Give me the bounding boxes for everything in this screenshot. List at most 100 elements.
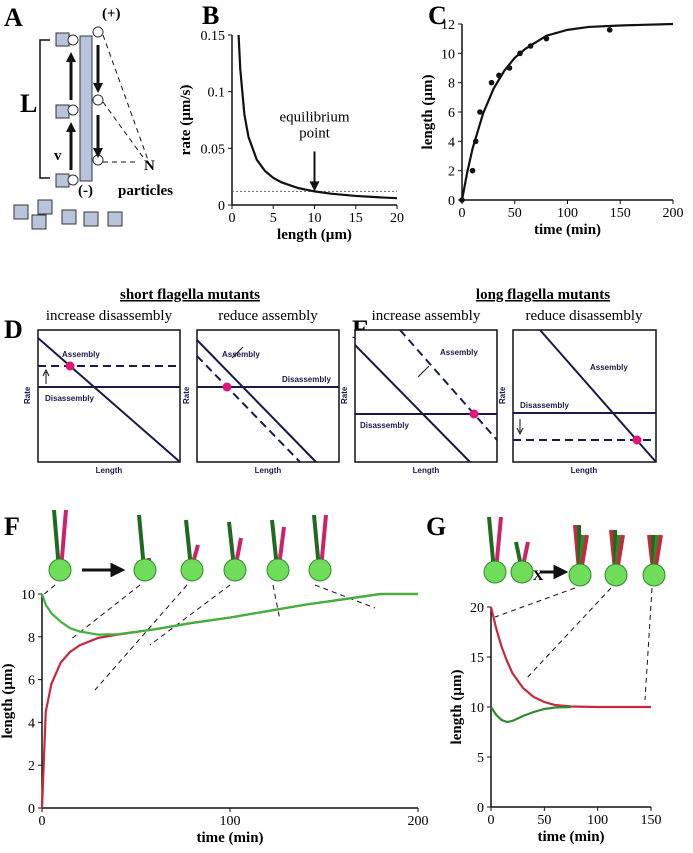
arrowheads bbox=[66, 52, 103, 158]
x-tick-label: 0 bbox=[459, 206, 466, 221]
shift-arrow bbox=[516, 419, 524, 436]
x-label: Length bbox=[96, 466, 123, 475]
disassembly-label: Disassembly bbox=[360, 421, 409, 430]
cell bbox=[133, 558, 157, 582]
subtitle: increase disassembly bbox=[46, 308, 173, 324]
flagellum bbox=[227, 521, 236, 561]
plot-box bbox=[196, 329, 340, 463]
assembly-label: Assembly bbox=[222, 350, 260, 359]
particle bbox=[92, 94, 104, 106]
particle bbox=[55, 173, 70, 188]
x-axis-label: time (min) bbox=[537, 829, 604, 845]
y-tick-label: 0 bbox=[448, 194, 455, 209]
cell bbox=[180, 558, 204, 582]
y-tick-label: 10 bbox=[441, 47, 455, 62]
assembly-label: Assembly bbox=[440, 348, 478, 357]
particle bbox=[55, 104, 70, 119]
annotation: equilibrium bbox=[280, 109, 350, 125]
x-label: Length bbox=[413, 466, 440, 475]
x-tick-label: 100 bbox=[587, 813, 608, 828]
x-tick-label: 10 bbox=[308, 211, 322, 226]
panel-letter: A bbox=[4, 3, 23, 32]
cell bbox=[510, 560, 534, 584]
x-tick-label: 20 bbox=[390, 211, 404, 226]
assembly-line bbox=[354, 344, 471, 463]
y-label: Rate bbox=[340, 386, 349, 404]
panel-a: A (+) L v (-) N particles bbox=[4, 3, 173, 230]
flagellum bbox=[137, 514, 146, 561]
cell bbox=[604, 563, 628, 587]
assembly-new bbox=[399, 329, 498, 441]
length-label: L bbox=[20, 89, 37, 118]
flagellum bbox=[580, 534, 589, 566]
y-tick-label: 8 bbox=[448, 77, 455, 92]
shift-marker bbox=[417, 365, 430, 378]
y-axis-label: length (µm) bbox=[420, 75, 436, 150]
particle bbox=[67, 34, 79, 46]
data-line bbox=[40, 592, 418, 809]
flagellum bbox=[79, 35, 93, 182]
x-tick-label: 200 bbox=[408, 814, 429, 829]
x-label: Length bbox=[571, 466, 598, 475]
equilibrium-dot bbox=[469, 409, 479, 419]
plus-label: (+) bbox=[102, 6, 121, 22]
count-label: N bbox=[144, 158, 155, 174]
x-tick-label: 200 bbox=[663, 206, 684, 221]
y-label: Rate bbox=[182, 386, 191, 404]
y-tick-label: 6 bbox=[448, 106, 455, 121]
x-tick-label: 5 bbox=[270, 211, 277, 226]
bracket bbox=[39, 39, 50, 179]
annotation: point bbox=[299, 125, 331, 141]
leader bbox=[524, 587, 612, 681]
y-tick-label: 0 bbox=[28, 802, 35, 817]
particle bbox=[55, 32, 70, 47]
flagellum bbox=[654, 534, 663, 566]
y-tick-label: 4 bbox=[448, 135, 455, 150]
speed-label: v bbox=[54, 148, 62, 164]
data-line bbox=[40, 592, 418, 636]
y-tick-label: 0 bbox=[218, 199, 225, 214]
cross-label: X bbox=[533, 568, 544, 584]
subtitle: increase assembly bbox=[372, 308, 481, 324]
plot-box bbox=[354, 329, 498, 463]
flagellum bbox=[270, 519, 279, 561]
x-tick-label: 150 bbox=[641, 813, 662, 828]
leader bbox=[94, 584, 188, 691]
flagellum bbox=[494, 516, 503, 563]
data-line bbox=[460, 22, 674, 201]
leader bbox=[494, 587, 576, 618]
y-axis-label: length (µm) bbox=[449, 670, 465, 745]
y-tick-label: 0.15 bbox=[201, 29, 226, 44]
data-point bbox=[543, 35, 550, 42]
data-point bbox=[488, 79, 495, 86]
disassembly-label: Disassembly bbox=[45, 394, 94, 403]
x-tick-label: 0 bbox=[39, 814, 46, 829]
shift-arrow bbox=[42, 368, 50, 384]
y-tick-label: 4 bbox=[28, 716, 35, 731]
x-tick-label: 100 bbox=[220, 814, 241, 829]
y-tick-label: 0 bbox=[477, 801, 484, 816]
panel-d: D short flagella mutants increase disass… bbox=[4, 287, 340, 475]
panel-letter: B bbox=[202, 1, 219, 30]
panel-letter: G bbox=[426, 512, 446, 541]
flagellum bbox=[616, 534, 625, 566]
leader bbox=[149, 584, 231, 646]
particle bbox=[67, 104, 79, 116]
particles bbox=[13, 199, 123, 230]
data-point bbox=[517, 50, 523, 57]
leader bbox=[41, 584, 56, 597]
y-tick-label: 0.05 bbox=[201, 142, 226, 157]
arrowhead bbox=[309, 181, 320, 192]
flagellum bbox=[184, 519, 193, 561]
leader bbox=[102, 34, 149, 163]
shift-marker bbox=[231, 346, 244, 359]
arrow bbox=[82, 562, 126, 578]
assembly-new bbox=[196, 355, 301, 463]
assembly-label: Assembly bbox=[62, 350, 100, 359]
x-tick-label: 15 bbox=[349, 211, 363, 226]
y-tick-label: 20 bbox=[470, 601, 484, 616]
plot-box bbox=[37, 329, 181, 463]
cell bbox=[266, 558, 290, 582]
data-point bbox=[506, 65, 513, 71]
